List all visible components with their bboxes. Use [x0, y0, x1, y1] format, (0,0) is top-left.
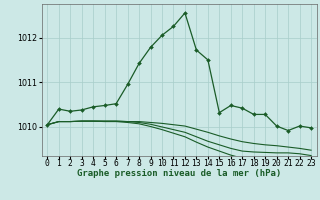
X-axis label: Graphe pression niveau de la mer (hPa): Graphe pression niveau de la mer (hPa) — [77, 169, 281, 178]
